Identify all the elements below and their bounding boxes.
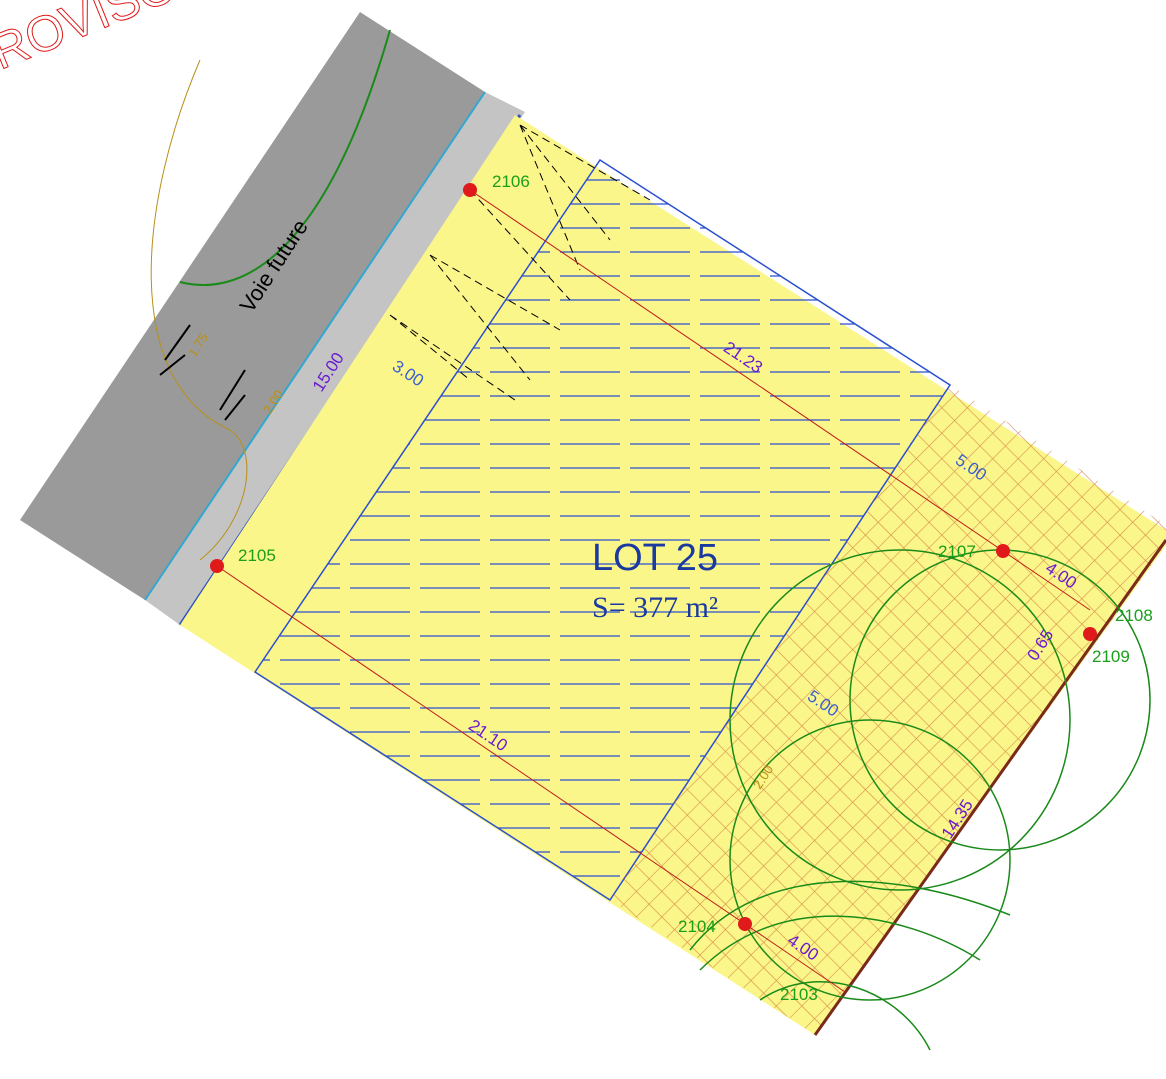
point-label: 2105 [238,546,276,565]
sidewalk [145,92,525,625]
road-edge [144,91,486,601]
contour [150,59,248,561]
point-label: 2108 [1115,606,1153,625]
road [20,12,485,600]
point-label: 2104 [678,917,716,936]
arrows [159,324,246,421]
point-label: 2107 [938,542,976,561]
contour [179,29,391,286]
garden-zone [610,385,1166,1035]
point-label: 2106 [492,172,530,191]
lot-name: LOT 25 [592,537,718,579]
building-zone [255,160,950,900]
parking-lines [389,124,651,401]
boundary [216,565,746,925]
point-label: 2103 [780,985,818,1004]
drawing: ROVISO Voie future 1.75 2.00 2.00 LOT 25… [0,0,1166,1051]
boundary [469,189,1004,552]
boundary [744,923,846,993]
point-marks [210,183,1097,931]
lot-area: S= 377 m² [592,591,718,624]
watermark: ROVISO [0,0,184,80]
point-label: 2109 [1092,647,1130,666]
boundary [1002,550,1091,611]
